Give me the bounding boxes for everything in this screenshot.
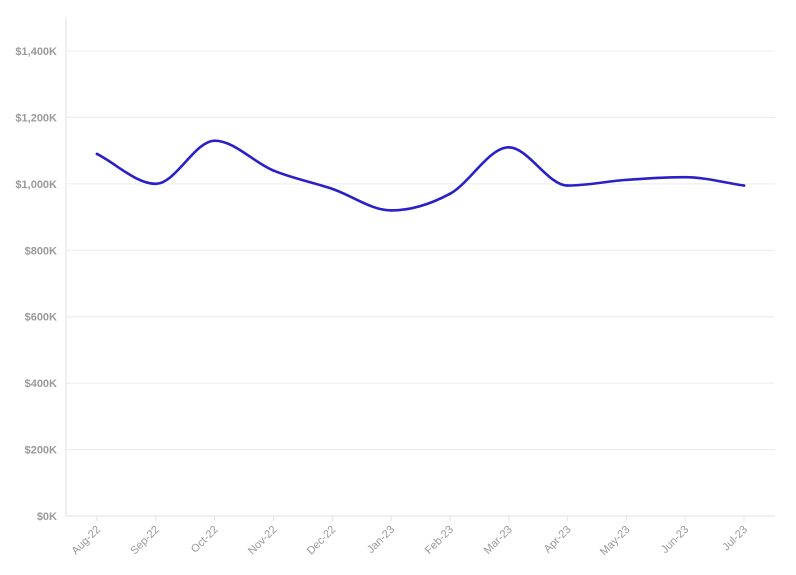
y-tick-label: $1,200K (15, 112, 57, 124)
x-tick-label: Apr-23 (542, 524, 574, 556)
x-tick-label: Nov-22 (246, 524, 280, 558)
y-tick-label: $1,400K (15, 46, 57, 58)
data-point (272, 169, 275, 172)
data-point (683, 175, 687, 179)
data-point (507, 146, 511, 149)
data-point (448, 192, 452, 196)
x-axis-ticks: Aug-22 Sep-22 Oct-22 Nov-22 Dec-22 Jan-23 Feb-… (70, 516, 750, 558)
axes (65, 17, 775, 517)
x-tick-label: May-23 (598, 524, 632, 558)
y-tick-label: $800K (25, 245, 57, 257)
data-point (330, 187, 334, 191)
data-point (625, 178, 628, 182)
data-point (742, 184, 746, 187)
series-layer (95, 139, 746, 212)
x-tick-label: Sep-22 (128, 524, 162, 558)
data-point (389, 209, 393, 212)
y-tick-label: $1,000K (15, 179, 57, 191)
y-tick-label: $0K (37, 511, 57, 523)
data-point (95, 152, 99, 156)
y-tick-label: $200K (25, 445, 57, 457)
series-line (95, 139, 746, 212)
y-axis-ticks: $0K $200K $400K $600K $800K $1,000K $1,200K $1,… (15, 46, 57, 523)
y-tick-label: $600K (25, 312, 57, 324)
gridlines (66, 50, 775, 451)
x-tick-label: Oct-22 (189, 524, 221, 556)
data-point (566, 184, 569, 187)
data-point (154, 182, 158, 186)
x-tick-label: Jan-23 (365, 524, 397, 556)
x-tick-label: Aug-22 (70, 524, 104, 558)
x-tick-label: Mar-23 (482, 524, 515, 557)
x-tick-label: Jun-23 (659, 524, 691, 556)
x-tick-label: Dec-22 (305, 524, 339, 558)
x-tick-label: Feb-23 (423, 524, 456, 557)
y-tick-label: $400K (25, 378, 57, 390)
data-point (213, 139, 216, 142)
x-tick-label: Jul-23 (720, 524, 750, 554)
